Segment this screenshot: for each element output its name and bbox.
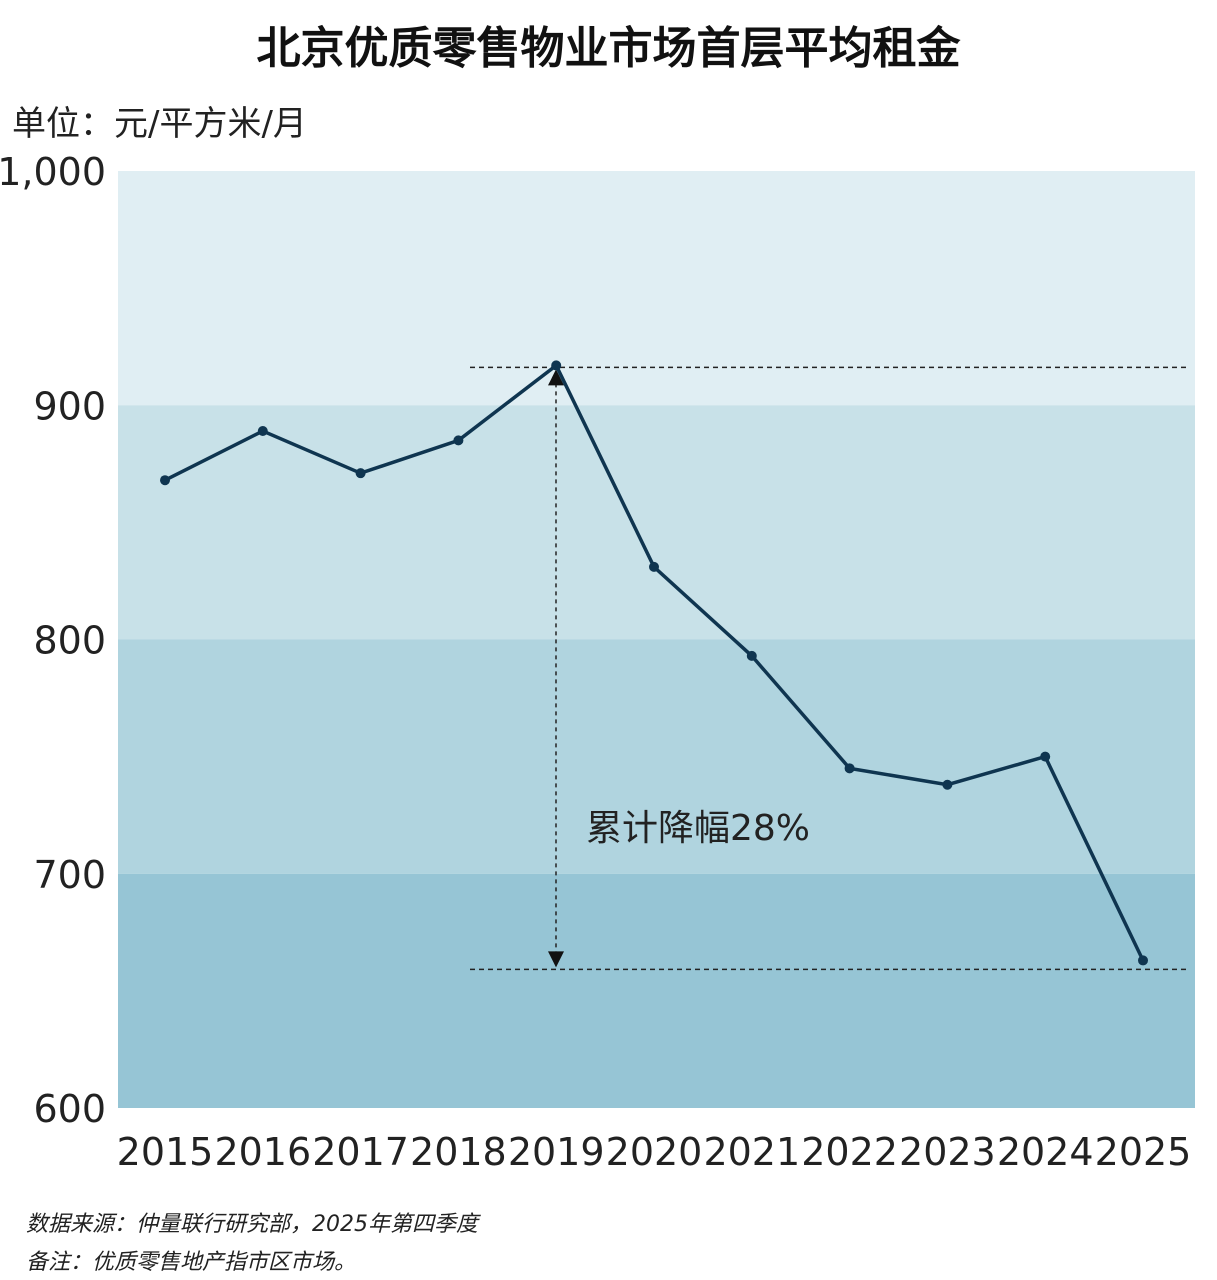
x-tick-label: 2020 bbox=[606, 1130, 703, 1174]
y-axis-unit-label: 单位：元/平方米/月 bbox=[12, 104, 307, 144]
data-point bbox=[551, 360, 562, 371]
background-band bbox=[118, 405, 1195, 640]
y-tick-label: 600 bbox=[33, 1087, 106, 1131]
data-point bbox=[1138, 955, 1148, 966]
x-tick-label: 2018 bbox=[410, 1130, 507, 1174]
x-tick-label: 2017 bbox=[312, 1130, 409, 1174]
y-tick-label: 1,000 bbox=[0, 150, 106, 194]
background-band bbox=[118, 639, 1195, 874]
data-point bbox=[160, 475, 170, 486]
arrow-down-icon bbox=[548, 951, 564, 968]
annotation-label: 累计降幅28% bbox=[586, 808, 810, 849]
data-point bbox=[942, 779, 953, 790]
y-tick-label: 800 bbox=[33, 619, 106, 663]
data-point bbox=[649, 561, 659, 572]
data-point bbox=[746, 650, 757, 661]
footer-source: 数据来源：仲量联行研究部，2025年第四季度 bbox=[26, 1212, 478, 1237]
x-tick-label: 2021 bbox=[703, 1130, 800, 1174]
y-tick-label: 700 bbox=[33, 853, 106, 897]
x-tick-label: 2022 bbox=[801, 1130, 898, 1174]
data-point bbox=[257, 426, 268, 437]
chart-title: 北京优质零售物业市场首层平均租金 bbox=[256, 23, 961, 74]
x-tick-label: 2023 bbox=[899, 1130, 996, 1174]
x-tick-label: 2016 bbox=[214, 1130, 311, 1174]
y-tick-label: 900 bbox=[33, 384, 106, 428]
background-band bbox=[118, 873, 1195, 1108]
x-tick-label: 2025 bbox=[1095, 1130, 1192, 1174]
data-point bbox=[355, 468, 366, 479]
x-tick-label: 2015 bbox=[117, 1130, 214, 1174]
x-tick-label: 2019 bbox=[508, 1130, 605, 1174]
x-tick-label: 2024 bbox=[997, 1130, 1094, 1174]
footer-note: 备注：优质零售地产指市区市场。 bbox=[26, 1250, 357, 1275]
data-point bbox=[453, 435, 464, 446]
arrow-up-icon bbox=[548, 369, 564, 386]
data-point bbox=[1040, 751, 1051, 762]
background-band bbox=[118, 171, 1195, 406]
data-point bbox=[844, 763, 855, 774]
